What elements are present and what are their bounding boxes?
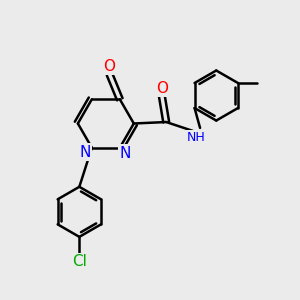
Text: O: O xyxy=(103,59,116,74)
Text: N: N xyxy=(80,145,91,160)
Text: O: O xyxy=(156,81,168,96)
Text: N: N xyxy=(119,146,131,160)
Text: NH: NH xyxy=(186,131,205,144)
Text: Cl: Cl xyxy=(72,254,87,269)
